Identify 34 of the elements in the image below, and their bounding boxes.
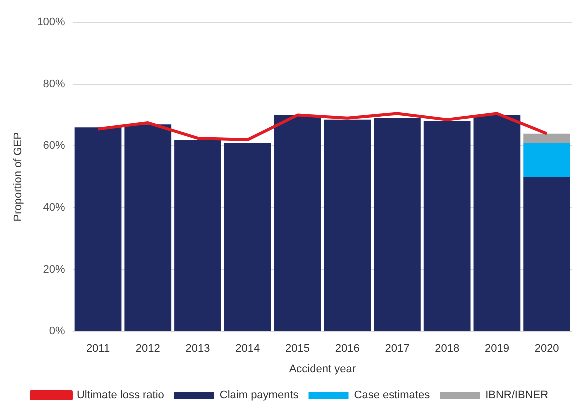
x-tick-label: 2019: [484, 343, 510, 356]
bar: [224, 143, 272, 332]
x-tick-label: 2017: [385, 343, 410, 356]
bar: [374, 118, 421, 332]
bar: [124, 124, 172, 332]
x-tick-label: 2012: [136, 343, 160, 356]
bar: [74, 128, 122, 332]
x-tick-label: 2015: [285, 343, 310, 356]
y-tick-label: 60%: [43, 140, 66, 152]
x-tick-label: 2014: [236, 343, 260, 356]
y-tick-label: 100%: [37, 16, 66, 29]
bar: [274, 115, 322, 332]
x-tick-label: 2020: [534, 343, 560, 356]
bar: [474, 115, 521, 332]
legend-label: Claim payments: [220, 390, 300, 402]
legend-label: IBNR/IBNER: [486, 390, 549, 402]
legend-label: Case estimates: [354, 390, 431, 402]
bar: [424, 121, 471, 332]
y-axis-title: Proportion of GEP: [12, 132, 25, 222]
x-tick-label: 2013: [186, 343, 210, 356]
bar: [524, 143, 571, 178]
bar: [524, 134, 571, 144]
y-tick-label: 20%: [43, 264, 66, 276]
legend-label: Ultimate loss ratio: [76, 390, 164, 402]
x-axis-title: Accident year: [289, 363, 356, 376]
bar: [174, 140, 222, 332]
y-tick-label: 0%: [49, 326, 66, 338]
bar: [324, 120, 372, 332]
x-tick-label: 2011: [86, 343, 110, 356]
bar: [524, 177, 571, 332]
x-tick-label: 2016: [335, 343, 360, 356]
x-tick-label: 2018: [435, 343, 460, 356]
y-tick-label: 40%: [43, 202, 66, 214]
y-tick-label: 80%: [43, 78, 66, 90]
